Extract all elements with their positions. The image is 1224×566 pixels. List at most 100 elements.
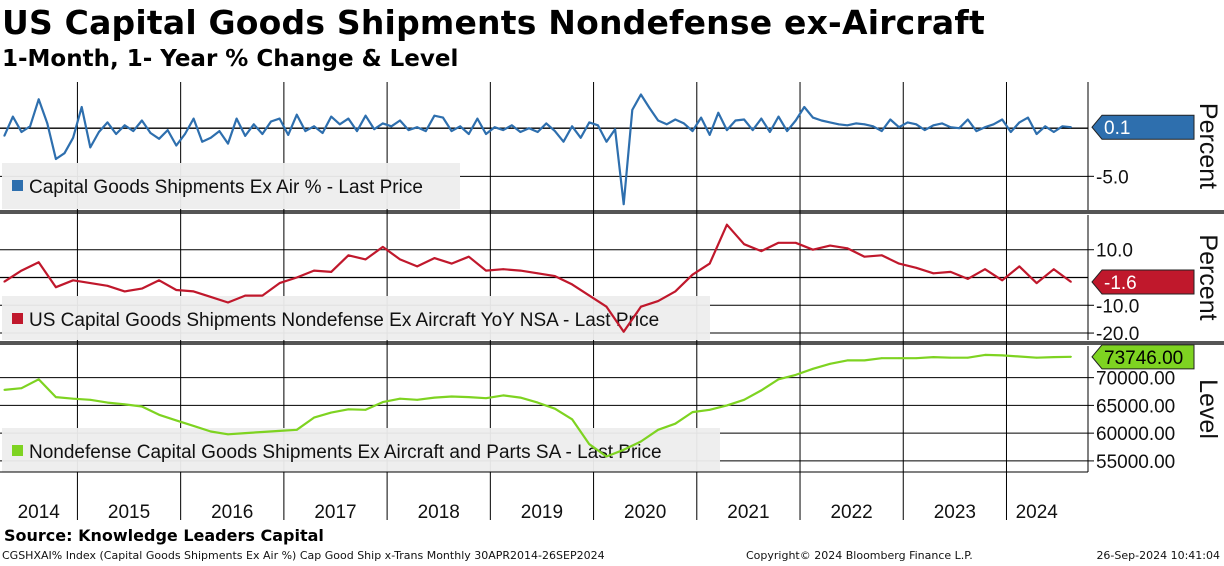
data-point (554, 275, 556, 277)
data-point (640, 93, 642, 96)
data-point (536, 131, 539, 133)
data-point (3, 135, 6, 137)
chart-title: US Capital Goods Shipments Nondefense ex… (2, 3, 985, 42)
x-tick-label-2020: 2020 (624, 502, 666, 523)
data-point (485, 269, 487, 272)
data-point (347, 254, 350, 257)
data-point (416, 398, 419, 401)
data-point (640, 440, 642, 443)
data-point (295, 276, 298, 279)
data-point (1018, 121, 1021, 124)
data-point (786, 130, 788, 133)
data-point (966, 356, 969, 359)
last-value-label: -1.6 (1104, 273, 1137, 294)
data-point (356, 130, 358, 133)
x-tick-label-2024: 2024 (1016, 502, 1059, 523)
data-point (313, 416, 315, 419)
data-point (29, 125, 31, 128)
data-point (278, 282, 281, 284)
data-point (777, 378, 780, 381)
data-point (949, 126, 952, 129)
data-point (1001, 279, 1004, 282)
data-point (751, 129, 754, 132)
data-point (949, 271, 952, 273)
data-point (158, 137, 161, 140)
data-point (98, 131, 100, 133)
data-point (665, 123, 668, 126)
data-point (467, 133, 470, 135)
data-point (20, 387, 23, 390)
data-point (622, 203, 625, 206)
last-value-badge (1091, 344, 1195, 370)
data-point (726, 129, 728, 132)
x-tick-label-2019: 2019 (521, 502, 563, 523)
data-point (364, 114, 367, 117)
data-point (407, 129, 410, 132)
data-point (390, 125, 393, 128)
data-point (528, 127, 530, 130)
data-point (820, 119, 823, 122)
data-point (588, 443, 591, 446)
data-point (829, 362, 831, 365)
y-axis-title: Percent (1194, 103, 1222, 189)
x-tick-label-2023: 2023 (934, 502, 976, 523)
legend-label: Capital Goods Shipments Ex Air % - Last … (29, 177, 423, 198)
data-point (502, 394, 505, 397)
legend-swatch (12, 445, 23, 456)
data-point (631, 109, 634, 111)
data-point (1001, 118, 1004, 121)
data-point (519, 269, 522, 272)
data-point (1018, 355, 1021, 358)
data-point (915, 123, 918, 126)
legend-box (2, 163, 460, 209)
data-point (493, 126, 496, 129)
data-point (106, 284, 109, 287)
data-point (726, 404, 728, 407)
data-point (777, 241, 780, 244)
data-point (227, 301, 229, 304)
data-point (424, 130, 427, 133)
data-point (855, 122, 857, 125)
data-point (244, 432, 247, 434)
legend-box (2, 428, 720, 472)
last-value-label: 73746.00 (1104, 348, 1183, 369)
y-tick-label: 10.0 (1096, 241, 1133, 262)
data-point (55, 286, 57, 289)
data-point (261, 431, 264, 433)
last-value-badge (1091, 269, 1195, 295)
data-point (46, 122, 49, 125)
data-point (450, 130, 453, 133)
data-point (123, 124, 126, 127)
data-point (192, 425, 195, 427)
footer-copyright: Copyright© 2024 Bloomberg Finance L.P. (746, 549, 973, 562)
data-point (605, 305, 608, 308)
data-point (898, 262, 900, 265)
data-point (106, 121, 109, 124)
data-point (235, 117, 238, 120)
data-point (261, 133, 264, 135)
data-point (726, 223, 728, 226)
data-point (218, 130, 221, 133)
data-point (880, 254, 883, 257)
data-point (347, 408, 350, 411)
data-point (1070, 355, 1072, 358)
data-point (648, 107, 651, 109)
data-point (209, 136, 212, 139)
data-point (622, 330, 625, 333)
data-point (743, 118, 745, 121)
data-point (347, 117, 350, 120)
data-point (1027, 116, 1029, 119)
data-point (708, 134, 711, 136)
data-point (175, 419, 178, 422)
data-point (338, 123, 341, 126)
data-point (545, 122, 548, 125)
last-value-badge (1091, 114, 1195, 140)
data-point (295, 428, 298, 431)
data-point (20, 131, 23, 133)
legend-label: US Capital Goods Shipments Nondefense Ex… (29, 310, 659, 331)
legend-swatch (12, 313, 23, 324)
data-point (20, 269, 23, 272)
data-point (880, 357, 883, 360)
data-point (201, 140, 204, 143)
